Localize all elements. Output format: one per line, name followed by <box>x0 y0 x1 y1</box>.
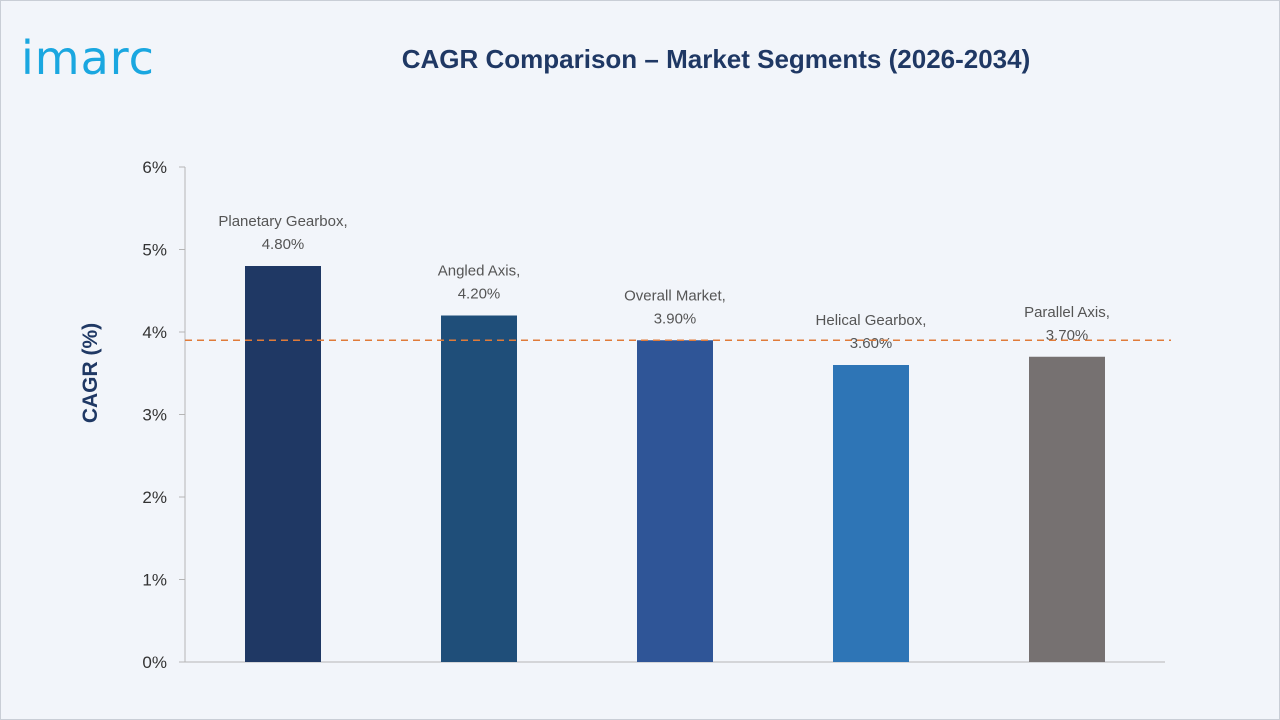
y-tick-label: 0% <box>142 653 167 672</box>
bar-label-value: 4.20% <box>458 286 501 303</box>
bar-label-name: Parallel Axis, <box>1024 304 1110 321</box>
bar-label-value: 4.80% <box>262 236 305 253</box>
bar <box>245 266 321 662</box>
y-tick-label: 3% <box>142 406 167 425</box>
bar <box>1029 356 1105 662</box>
bar <box>833 365 909 662</box>
y-tick-label: 4% <box>142 323 167 342</box>
y-tick-label: 6% <box>142 158 167 177</box>
bar-label-value: 3.60% <box>850 335 893 352</box>
bar-label-value: 3.70% <box>1046 327 1089 344</box>
y-tick-label: 5% <box>142 241 167 260</box>
bar-label-name: Helical Gearbox, <box>816 312 927 329</box>
y-axis-label: CAGR (%) <box>79 323 102 423</box>
chart-title: CAGR Comparison – Market Segments (2026-… <box>401 44 1031 74</box>
y-tick-label: 1% <box>142 571 167 590</box>
bar-label-name: Overall Market, <box>624 287 726 304</box>
y-tick-label: 2% <box>142 488 167 507</box>
bar <box>441 315 517 662</box>
bar <box>637 340 713 662</box>
bar-label-name: Planetary Gearbox, <box>218 213 347 230</box>
bar-label-value: 3.90% <box>654 310 697 327</box>
bar-label-name: Angled Axis, <box>438 263 521 280</box>
imarc-logo: imarc <box>21 31 155 85</box>
